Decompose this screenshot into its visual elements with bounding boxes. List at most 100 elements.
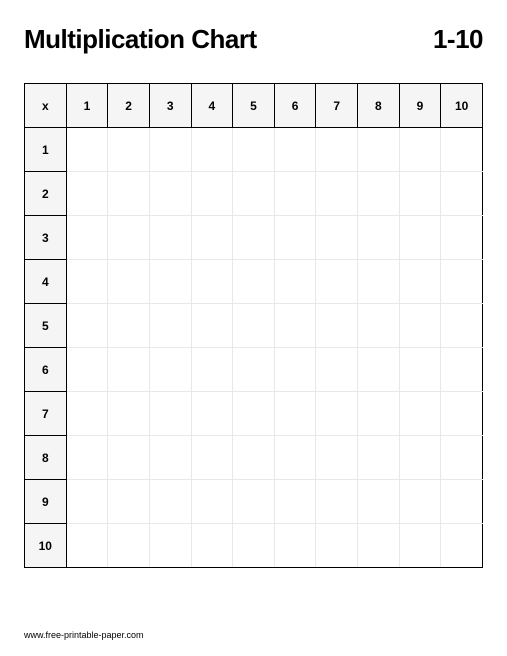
table-cell <box>316 436 358 480</box>
table-cell <box>274 436 316 480</box>
col-header: 3 <box>149 84 191 128</box>
table-cell <box>66 260 108 304</box>
table-cell <box>316 480 358 524</box>
table-cell <box>108 216 150 260</box>
col-header: 2 <box>108 84 150 128</box>
table-cell <box>149 348 191 392</box>
corner-cell: x <box>25 84 67 128</box>
table-cell <box>66 392 108 436</box>
table-row: 2 <box>25 172 483 216</box>
table-cell <box>191 392 233 436</box>
table-cell <box>66 304 108 348</box>
table-cell <box>358 128 400 172</box>
table-cell <box>441 348 483 392</box>
multiplication-table: x 1 2 3 4 5 6 7 8 9 10 12345678910 <box>24 83 483 568</box>
table-cell <box>316 348 358 392</box>
table-row: 4 <box>25 260 483 304</box>
table-cell <box>149 128 191 172</box>
table-cell <box>399 128 441 172</box>
row-header: 5 <box>25 304 67 348</box>
row-header: 10 <box>25 524 67 568</box>
table-cell <box>274 260 316 304</box>
table-cell <box>233 304 275 348</box>
table-cell <box>191 348 233 392</box>
table-cell <box>358 524 400 568</box>
table-cell <box>316 524 358 568</box>
table-cell <box>274 304 316 348</box>
table-cell <box>441 436 483 480</box>
col-header: 10 <box>441 84 483 128</box>
table-cell <box>399 304 441 348</box>
table-cell <box>316 128 358 172</box>
table-cell <box>108 260 150 304</box>
table-cell <box>441 480 483 524</box>
table-cell <box>191 436 233 480</box>
table-cell <box>399 216 441 260</box>
table-cell <box>274 172 316 216</box>
table-row: 6 <box>25 348 483 392</box>
table-cell <box>233 172 275 216</box>
table-body: 12345678910 <box>25 128 483 568</box>
table-cell <box>441 304 483 348</box>
table-cell <box>149 480 191 524</box>
row-header: 9 <box>25 480 67 524</box>
col-header: 6 <box>274 84 316 128</box>
table-cell <box>66 172 108 216</box>
table-cell <box>66 480 108 524</box>
table-cell <box>108 304 150 348</box>
table-cell <box>399 172 441 216</box>
table-cell <box>108 128 150 172</box>
row-header: 3 <box>25 216 67 260</box>
table-cell <box>274 348 316 392</box>
table-cell <box>233 480 275 524</box>
row-header: 6 <box>25 348 67 392</box>
table-cell <box>358 348 400 392</box>
header-row: x 1 2 3 4 5 6 7 8 9 10 <box>25 84 483 128</box>
header: Multiplication Chart 1-10 <box>24 24 483 55</box>
table-cell <box>441 260 483 304</box>
table-cell <box>441 128 483 172</box>
table-cell <box>149 172 191 216</box>
table-cell <box>233 128 275 172</box>
table-cell <box>108 348 150 392</box>
row-header: 7 <box>25 392 67 436</box>
col-header: 9 <box>399 84 441 128</box>
table-cell <box>233 392 275 436</box>
table-cell <box>233 260 275 304</box>
range-label: 1-10 <box>433 24 483 55</box>
table-cell <box>399 348 441 392</box>
table-cell <box>233 524 275 568</box>
table-cell <box>399 480 441 524</box>
table-cell <box>66 524 108 568</box>
row-header: 8 <box>25 436 67 480</box>
table-cell <box>149 392 191 436</box>
table-cell <box>441 216 483 260</box>
page-title: Multiplication Chart <box>24 24 257 55</box>
table-cell <box>358 392 400 436</box>
table-cell <box>191 480 233 524</box>
table-cell <box>274 480 316 524</box>
table-cell <box>358 436 400 480</box>
col-header: 4 <box>191 84 233 128</box>
table-cell <box>316 216 358 260</box>
table-cell <box>274 216 316 260</box>
table-row: 10 <box>25 524 483 568</box>
table-cell <box>316 260 358 304</box>
table-row: 3 <box>25 216 483 260</box>
table-cell <box>441 392 483 436</box>
table-cell <box>149 304 191 348</box>
table-row: 5 <box>25 304 483 348</box>
table-cell <box>274 392 316 436</box>
row-header: 1 <box>25 128 67 172</box>
col-header: 1 <box>66 84 108 128</box>
table-cell <box>191 216 233 260</box>
table-cell <box>316 392 358 436</box>
table-cell <box>358 480 400 524</box>
table-cell <box>108 524 150 568</box>
table-cell <box>108 436 150 480</box>
table-cell <box>149 216 191 260</box>
table-cell <box>191 524 233 568</box>
table-cell <box>399 524 441 568</box>
table-cell <box>441 172 483 216</box>
table-cell <box>316 172 358 216</box>
